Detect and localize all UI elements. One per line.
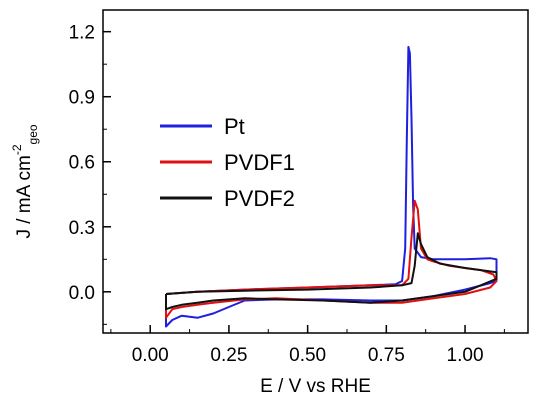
x-tick-label: 0.00	[132, 345, 169, 366]
y-tick-label: 0.6	[69, 153, 95, 174]
y-axis-title-main: J / mA cm	[14, 155, 35, 238]
y-axis-ticks: 0.0 0.3 0.6 0.9 1.2	[69, 23, 111, 325]
y-tick-label: 0.9	[69, 88, 95, 109]
plot-frame	[102, 9, 529, 334]
x-tick-label: 1.00	[447, 345, 484, 366]
y-axis-title-superscript: -2	[10, 144, 24, 155]
y-tick-label: 0.3	[69, 218, 95, 239]
y-axis-title-subscript: geo	[26, 124, 40, 144]
x-axis-title: E / V vs RHE	[260, 376, 371, 397]
legend-label-pt: Pt	[224, 114, 245, 139]
x-axis-ticks: 0.00 0.25 0.50 0.75 1.00	[110, 325, 505, 366]
y-tick-label: 0.0	[69, 283, 95, 304]
y-tick-label: 1.2	[69, 23, 95, 44]
x-tick-label: 0.50	[289, 345, 326, 366]
series-line-pt	[165, 45, 498, 328]
plot-curves	[165, 45, 498, 328]
x-tick-label: 0.75	[368, 345, 405, 366]
series-line-pvdf2	[165, 232, 498, 311]
legend: Pt PVDF1 PVDF2	[160, 114, 295, 211]
legend-label-pvdf1: PVDF1	[224, 150, 295, 175]
x-tick-label: 0.25	[210, 345, 247, 366]
y-axis-title: J / mA cm-2geo	[10, 124, 40, 238]
legend-label-pvdf2: PVDF2	[224, 186, 295, 211]
